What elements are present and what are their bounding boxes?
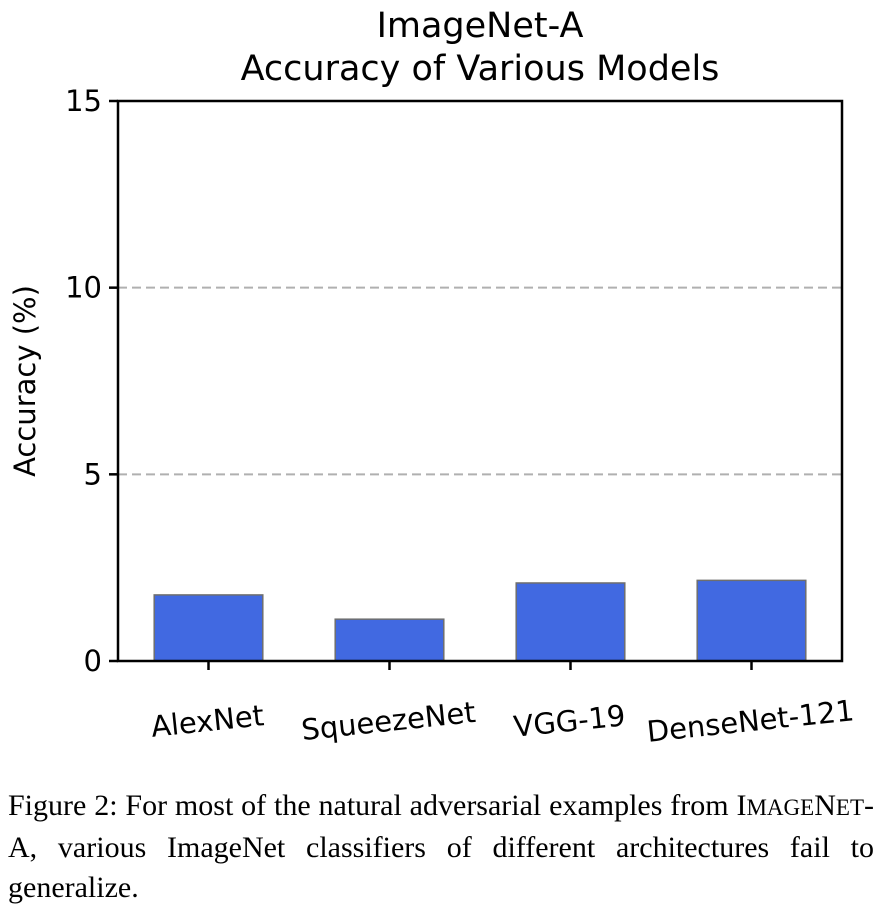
y-axis-label: Accuracy (%): [8, 285, 42, 477]
y-tick-label: 10: [65, 271, 102, 305]
x-tick-label: VGG-19: [512, 698, 627, 744]
chart-title-line-2: Accuracy of Various Models: [241, 49, 720, 89]
figure-caption: Figure 2: For most of the natural advers…: [8, 786, 874, 908]
x-axis-ticks: AlexNet SqueezeNet VGG-19 DenseNet-121: [149, 661, 856, 749]
x-tick-label: AlexNet: [149, 698, 265, 744]
caption-prefix: Figure 2: For most of the natural advers…: [8, 789, 729, 822]
y-tick-label: 5: [84, 457, 102, 491]
grid-lines: [118, 286, 842, 476]
caption-dataset-name: IMAGENET-A: [8, 789, 874, 864]
x-tick-label: DenseNet-121: [645, 693, 856, 749]
plot-frame: [116, 99, 844, 663]
bar-alexnet: [153, 594, 264, 662]
x-tick-label: SqueezeNet: [300, 695, 477, 747]
bar-vgg-19: [515, 582, 626, 662]
bar-squeezenet: [334, 618, 445, 662]
y-tick-label: 15: [65, 84, 102, 118]
bar-densenet-121: [696, 579, 807, 662]
y-tick-label: 0: [84, 644, 102, 678]
caption-suffix: , various ImageNet classifiers of differ…: [8, 831, 874, 904]
bar-chart: ImageNet-A Accuracy of Various Models 0 5…: [8, 6, 856, 749]
bars: [153, 579, 807, 662]
chart-title-line-1: ImageNet-A: [377, 6, 584, 46]
y-axis-ticks: 0 5 10 15: [65, 84, 118, 678]
